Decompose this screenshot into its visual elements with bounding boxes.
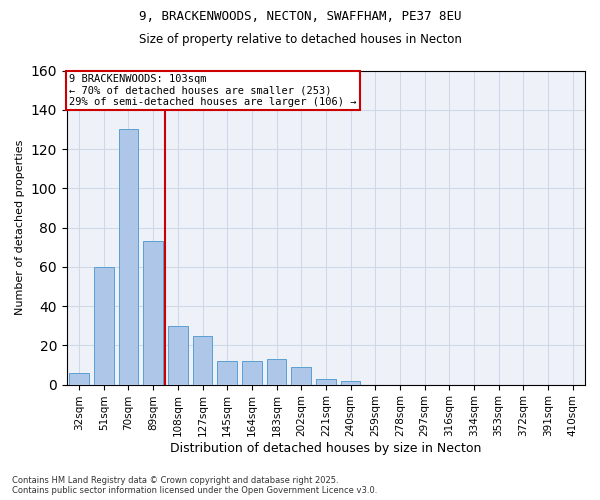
Bar xyxy=(242,361,262,384)
Bar xyxy=(316,378,336,384)
Bar xyxy=(119,130,139,384)
Text: Contains HM Land Registry data © Crown copyright and database right 2025.
Contai: Contains HM Land Registry data © Crown c… xyxy=(12,476,377,495)
Text: 9, BRACKENWOODS, NECTON, SWAFFHAM, PE37 8EU: 9, BRACKENWOODS, NECTON, SWAFFHAM, PE37 … xyxy=(139,10,461,23)
Bar xyxy=(341,380,361,384)
Bar xyxy=(168,326,188,384)
Text: Size of property relative to detached houses in Necton: Size of property relative to detached ho… xyxy=(139,32,461,46)
Text: 9 BRACKENWOODS: 103sqm
← 70% of detached houses are smaller (253)
29% of semi-de: 9 BRACKENWOODS: 103sqm ← 70% of detached… xyxy=(70,74,357,107)
Bar xyxy=(266,359,286,384)
Bar xyxy=(69,373,89,384)
Bar xyxy=(217,361,237,384)
Bar xyxy=(292,367,311,384)
Y-axis label: Number of detached properties: Number of detached properties xyxy=(15,140,25,315)
Bar xyxy=(143,242,163,384)
Bar xyxy=(193,336,212,384)
Bar xyxy=(94,267,113,384)
X-axis label: Distribution of detached houses by size in Necton: Distribution of detached houses by size … xyxy=(170,442,482,455)
